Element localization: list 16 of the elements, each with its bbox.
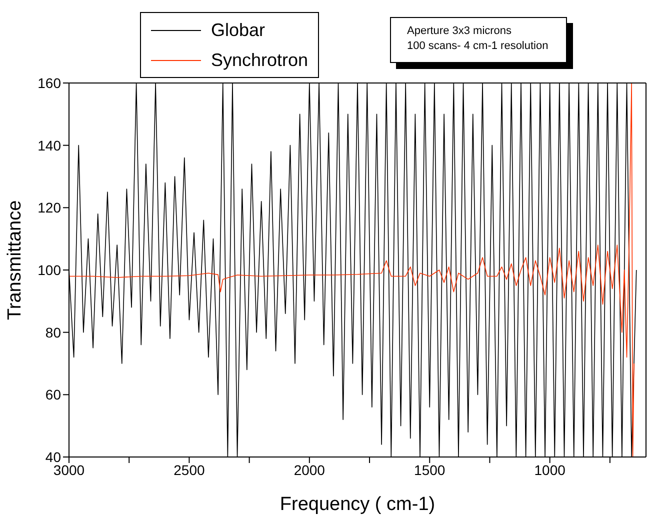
y-tick-label: 120 xyxy=(38,200,62,216)
x-tick-label: 1500 xyxy=(414,462,446,478)
x-tick-label: 2500 xyxy=(174,462,205,478)
x-tick-label: 2000 xyxy=(294,462,326,478)
legend-label: Globar xyxy=(211,19,266,42)
x-tick-label: 1000 xyxy=(534,462,566,478)
y-tick-label: 80 xyxy=(45,324,62,340)
text: 100 scans- 4 cm-1 resolution xyxy=(407,39,548,54)
text: Aperture 3x3 microns xyxy=(407,24,513,39)
y-tick-label: 140 xyxy=(38,137,62,154)
y-tick-label: 60 xyxy=(45,386,62,403)
y-axis-title: Transmittance xyxy=(4,200,26,320)
y-tick-label: 160 xyxy=(38,74,62,91)
x-axis-title: Frequency ( cm-1) xyxy=(280,494,436,515)
y-tick-label: 100 xyxy=(38,262,62,278)
legend-label: Synchrotron xyxy=(211,49,308,72)
